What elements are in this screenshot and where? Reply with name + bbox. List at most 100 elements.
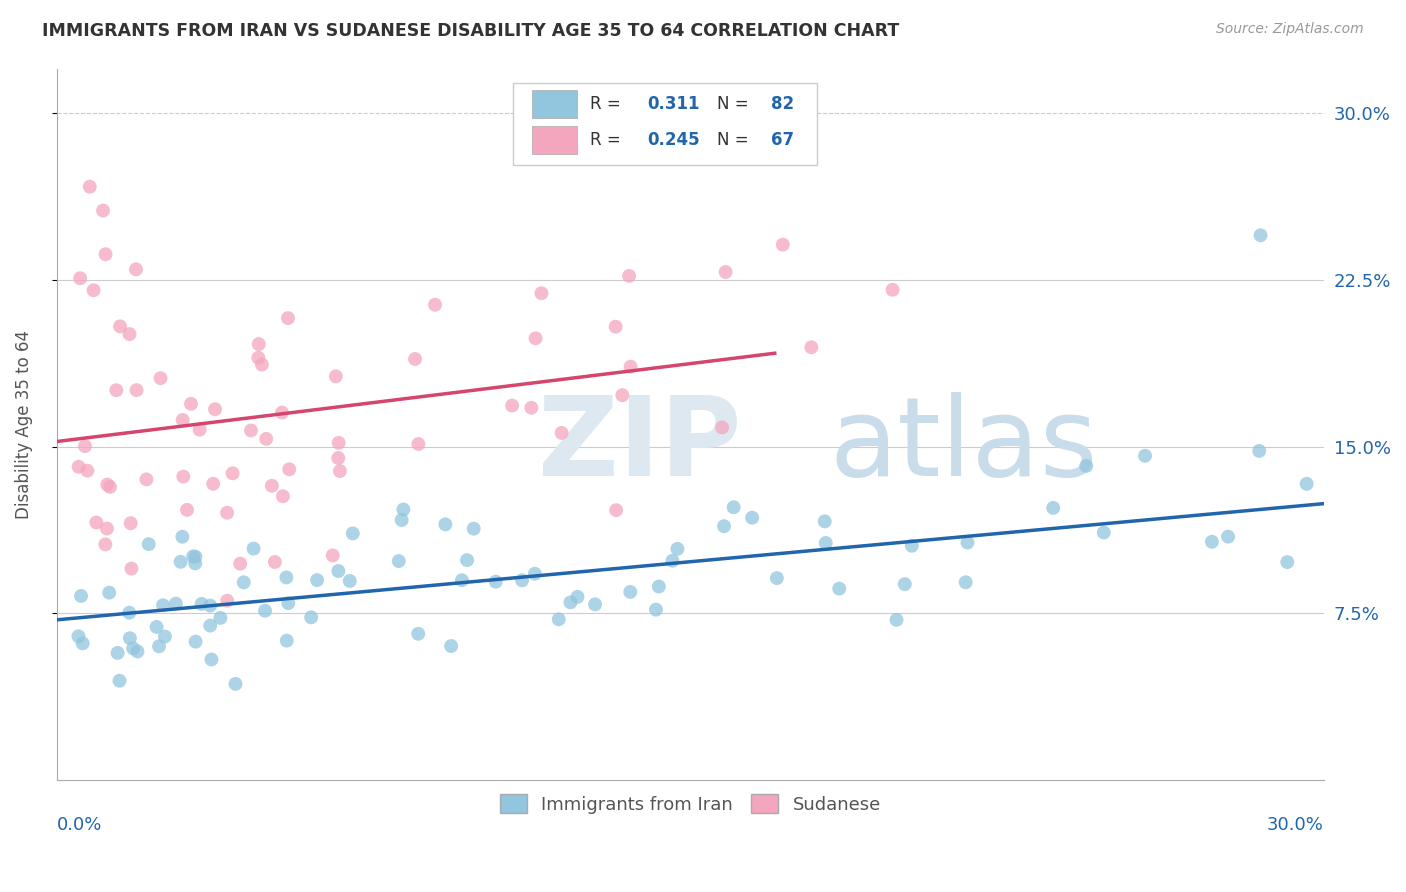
Point [605,319,627,334]
Point [94,537,117,551]
Point [125,383,148,397]
Point [118,606,141,620]
Point [232,575,254,590]
Point [530,286,553,301]
Point [619,359,641,374]
Point [328,564,350,578]
Point [254,432,277,446]
Point [120,516,142,531]
Point [886,613,908,627]
Legend: Immigrants from Iran, Sudanese: Immigrants from Iran, Sudanese [492,787,889,821]
Point [184,634,207,648]
Point [772,237,794,252]
Point [583,598,606,612]
Point [271,489,294,503]
FancyBboxPatch shape [531,90,578,118]
Point [172,469,194,483]
Point [406,627,429,641]
Point [307,573,329,587]
Text: N =: N = [717,95,754,113]
Point [299,610,322,624]
Point [260,479,283,493]
Point [328,450,350,465]
Text: 0.0%: 0.0% [56,815,103,834]
Point [67,459,90,474]
Point [547,612,569,626]
Point [1042,500,1064,515]
Point [605,503,627,517]
Point [190,597,212,611]
Point [271,406,294,420]
Point [277,311,299,326]
Point [713,519,735,533]
Point [955,575,977,590]
Point [250,358,273,372]
Point [894,577,917,591]
Point [501,399,523,413]
Point [322,549,344,563]
Point [451,573,474,587]
Point [661,554,683,568]
Point [108,673,131,688]
Point [723,500,745,515]
Point [91,203,114,218]
Point [1076,458,1098,473]
Point [388,554,411,568]
Point [105,383,128,397]
Text: Source: ZipAtlas.com: Source: ZipAtlas.com [1216,22,1364,37]
Point [814,536,837,550]
Point [73,439,96,453]
Point [328,436,350,450]
Point [276,633,298,648]
Point [276,570,298,584]
Point [181,549,204,564]
Point [69,271,91,285]
Point [94,247,117,261]
Point [138,537,160,551]
Point [217,593,239,607]
Point [264,555,287,569]
Point [125,262,148,277]
Point [169,555,191,569]
Point [648,580,671,594]
Point [404,351,426,366]
Text: 82: 82 [772,95,794,113]
Point [278,462,301,476]
Point [135,472,157,486]
Point [107,646,129,660]
Point [645,602,668,616]
Point [510,574,533,588]
Point [172,530,194,544]
Point [165,597,187,611]
Text: R =: R = [591,95,626,113]
Point [86,516,108,530]
Text: 30.0%: 30.0% [1267,815,1324,834]
Point [172,413,194,427]
Point [118,326,141,341]
Point [666,541,689,556]
Point [217,506,239,520]
Point [434,517,457,532]
Point [108,319,131,334]
Text: IMMIGRANTS FROM IRAN VS SUDANESE DISABILITY AGE 35 TO 64 CORRELATION CHART: IMMIGRANTS FROM IRAN VS SUDANESE DISABIL… [42,22,900,40]
Point [329,464,352,478]
Point [1249,444,1271,458]
Point [567,590,589,604]
Text: atlas: atlas [830,392,1098,500]
Point [180,397,202,411]
Point [152,598,174,612]
Point [198,599,221,613]
Text: R =: R = [591,131,626,149]
Point [247,351,270,365]
Point [339,574,361,588]
Point [72,636,94,650]
Point [800,340,823,354]
Point [209,611,232,625]
Point [1216,530,1239,544]
Point [814,515,837,529]
Point [76,464,98,478]
Point [225,677,247,691]
Point [202,476,225,491]
Point [240,424,263,438]
Point [440,639,463,653]
